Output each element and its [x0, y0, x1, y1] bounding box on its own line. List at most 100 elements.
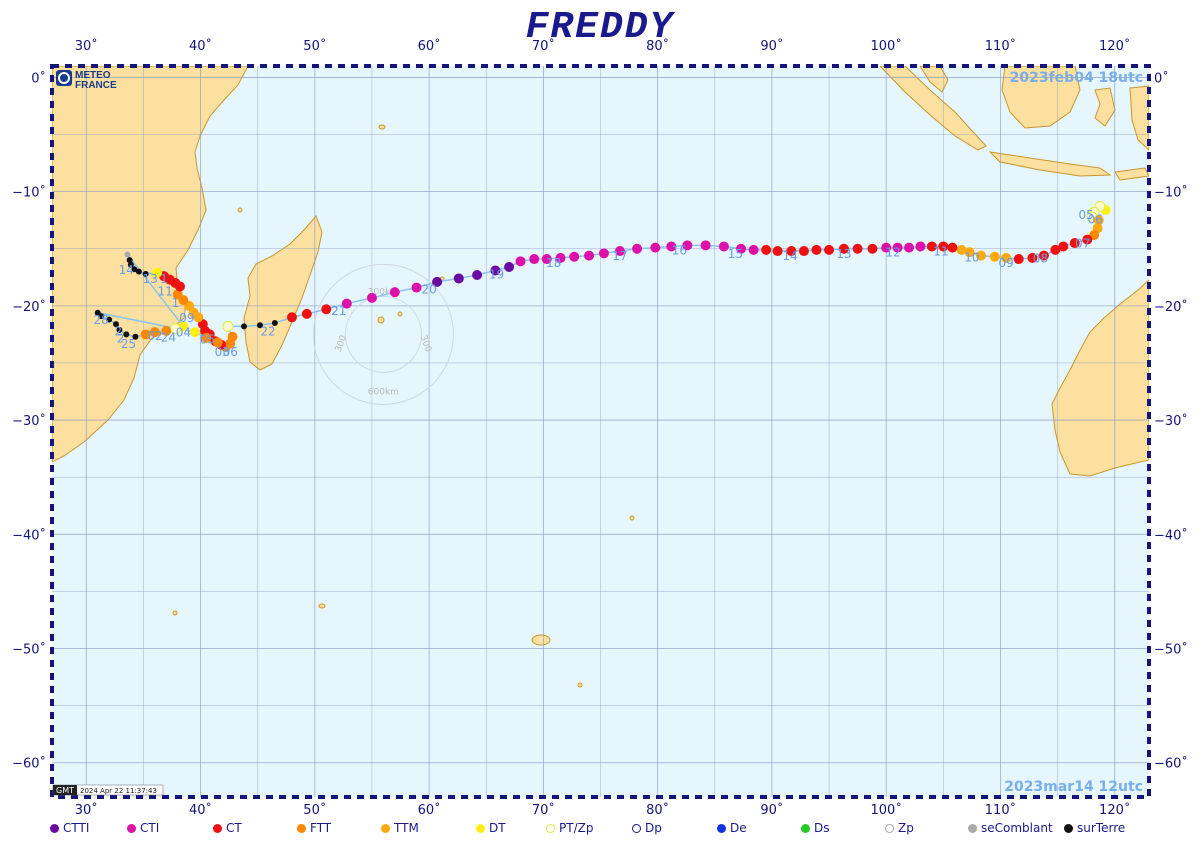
track-point: [718, 241, 729, 252]
legend-item: seComblant: [968, 821, 1064, 835]
track-point: [867, 243, 878, 254]
track-point: [116, 326, 123, 333]
legend-item: FTT: [297, 821, 381, 835]
track-points: [94, 200, 1111, 352]
lat-tick-label: −10˚: [1154, 185, 1188, 201]
track-point: [915, 241, 926, 252]
lat-tick-label: −40˚: [1154, 527, 1188, 543]
track-point: [142, 270, 149, 277]
lon-tick-label: 80˚: [646, 802, 669, 818]
legend-label: FTT: [310, 821, 332, 835]
lat-tick-label: −50˚: [1154, 642, 1188, 658]
track-point: [178, 321, 189, 332]
track-point: [240, 323, 247, 330]
track-point: [127, 261, 134, 268]
day-label: 11: [157, 285, 172, 299]
legend-swatch: [127, 823, 136, 833]
track-point: [811, 244, 822, 255]
track-point: [366, 292, 377, 303]
legend-swatch: [381, 823, 390, 833]
track-point: [1050, 244, 1061, 255]
sulawesi-land: [1094, 87, 1116, 127]
track-point: [432, 276, 443, 287]
storm-title: FREDDY: [525, 6, 675, 49]
day-label: 1: [172, 296, 180, 310]
legend-item: Dp: [632, 821, 717, 835]
day-label: 09: [999, 256, 1014, 270]
track-point: [947, 242, 958, 253]
range-ring-inner: [344, 295, 422, 373]
day-label: 15: [728, 247, 743, 261]
day-label: 13: [143, 272, 158, 286]
australia-land: [1051, 279, 1149, 477]
day-label: 06: [223, 345, 238, 359]
legend-item: Ds: [801, 821, 885, 835]
legend-label: surTerre: [1077, 821, 1126, 835]
legend-swatch: [213, 823, 222, 833]
track-point: [881, 242, 892, 253]
track-point: [1093, 215, 1104, 226]
lon-tick-label: 30˚: [75, 802, 98, 818]
lat-tick-label: −20˚: [12, 299, 46, 315]
track-point: [172, 289, 183, 300]
track-point: [453, 273, 464, 284]
day-label: 2: [117, 331, 125, 345]
track-point: [938, 241, 949, 252]
track-point: [123, 331, 130, 338]
meteo-france-logo-icon: METEO FRANCE: [56, 70, 117, 91]
track-point: [389, 287, 400, 298]
lon-tick-label: 100˚: [871, 802, 902, 818]
legend-label: seComblant: [981, 821, 1053, 835]
track-point: [140, 329, 151, 340]
track-point: [838, 243, 849, 254]
lon-tick-label: 60˚: [418, 38, 441, 54]
legend-item: Zp: [885, 821, 968, 835]
day-label: 14: [119, 263, 134, 277]
legend-swatch: [968, 823, 977, 833]
day-label: 2: [114, 325, 122, 339]
track-point: [1013, 254, 1024, 265]
legend-swatch: [885, 823, 894, 833]
day-label: 17: [612, 249, 627, 263]
track-point: [149, 327, 160, 338]
track-point: [286, 312, 297, 323]
track-point: [682, 240, 693, 251]
borneo-land: [1001, 66, 1081, 129]
reunion-island: [377, 316, 385, 324]
java-land: [988, 151, 1112, 177]
track-point: [892, 242, 903, 253]
legend-swatch: [476, 823, 485, 833]
lat-tick-label: 0˚: [1154, 70, 1169, 86]
legend-item: CTI: [127, 821, 213, 835]
track-point: [301, 308, 312, 319]
legend-item: TTM: [381, 821, 476, 835]
track-point: [490, 265, 501, 276]
day-label: 18: [546, 256, 561, 270]
track-point: [271, 319, 278, 326]
track-point: [256, 322, 263, 329]
legend-label: Zp: [898, 821, 914, 835]
track-point: [189, 327, 200, 338]
track-point: [411, 282, 422, 293]
track-point: [124, 251, 131, 258]
track-point: [824, 244, 835, 255]
lon-tick-label: 40˚: [189, 38, 212, 54]
track-point: [650, 242, 661, 253]
kerguelen-island: [531, 634, 551, 646]
lat-tick-label: 0˚: [31, 70, 46, 86]
gmt-label: GMT: [56, 786, 74, 795]
ring-label-outer: 600km: [368, 387, 399, 397]
legend-item: De: [717, 821, 801, 835]
lat-tick-label: −30˚: [1154, 413, 1188, 429]
track-point: [132, 333, 139, 340]
day-label: 10: [964, 250, 979, 264]
legend-swatch: [50, 823, 59, 833]
lon-tick-label: 120˚: [1099, 802, 1130, 818]
day-label: 13: [836, 247, 851, 261]
legend-label: DT: [489, 821, 506, 835]
comoros-island: [237, 207, 243, 213]
sumatra-land: [879, 66, 987, 151]
day-label: 22: [260, 325, 275, 339]
legend-swatch: [632, 823, 641, 833]
track-point: [1001, 252, 1012, 263]
